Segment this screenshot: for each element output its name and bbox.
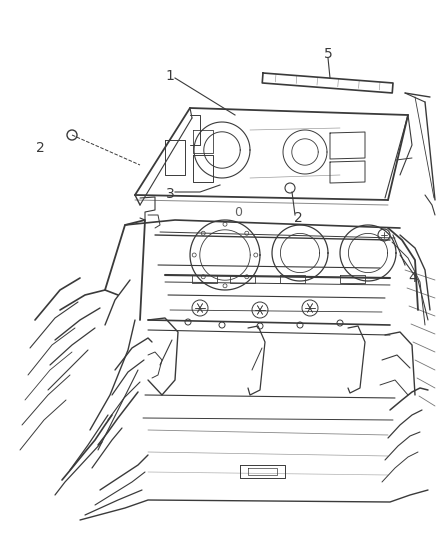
Text: 3: 3 xyxy=(166,187,174,201)
Text: 5: 5 xyxy=(324,47,332,61)
Text: 1: 1 xyxy=(166,69,174,83)
Text: 4: 4 xyxy=(409,271,417,285)
Text: 2: 2 xyxy=(35,141,44,155)
Text: 0: 0 xyxy=(234,206,242,219)
Text: 2: 2 xyxy=(293,211,302,225)
